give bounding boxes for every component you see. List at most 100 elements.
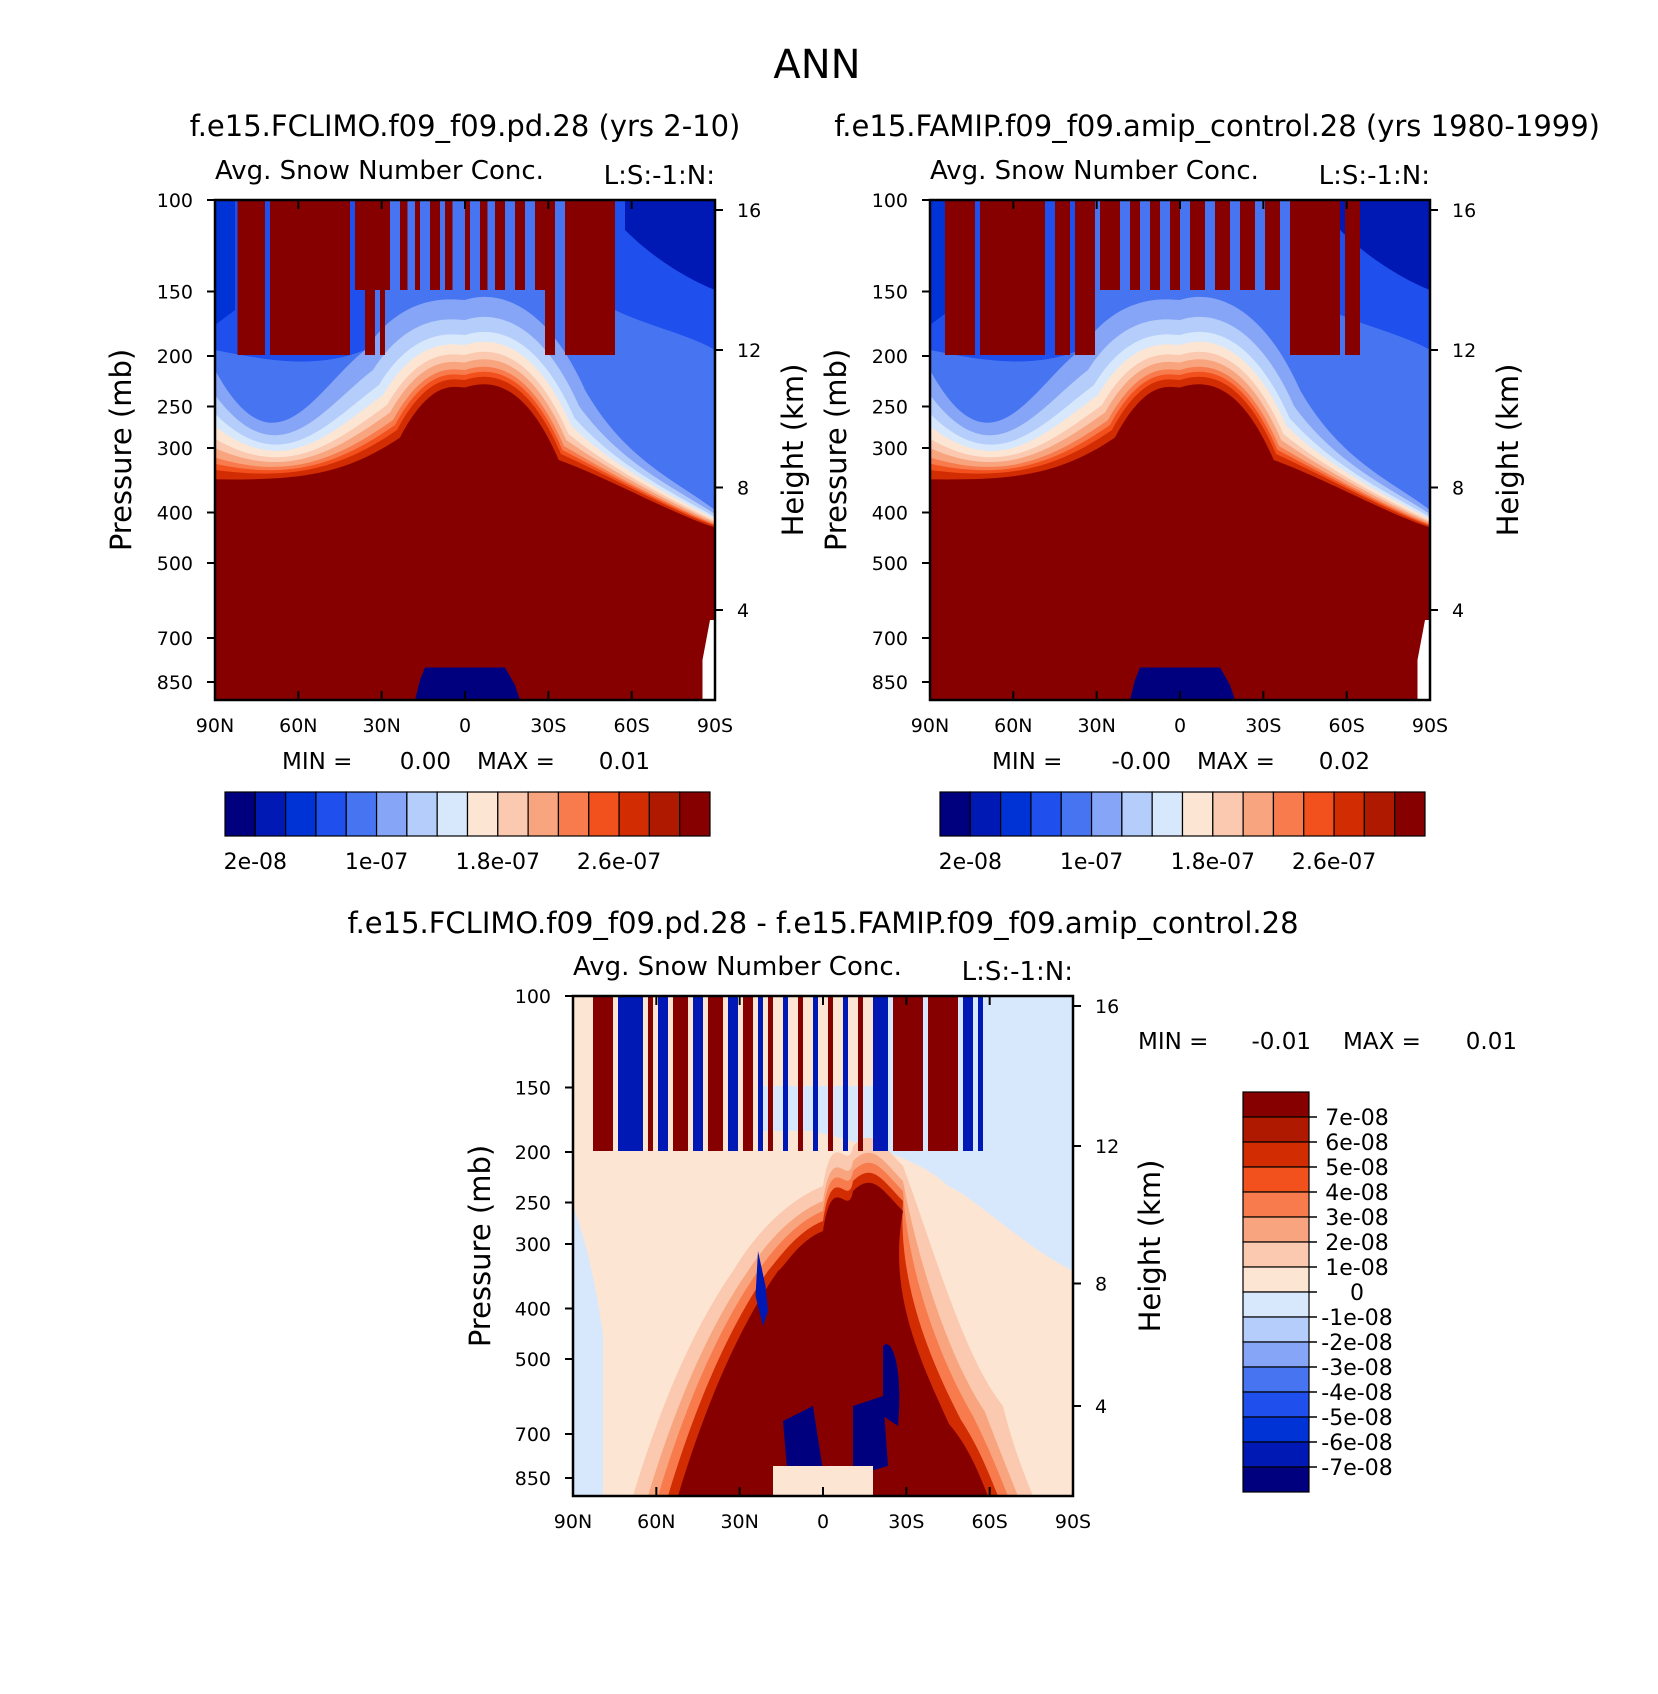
- panel-a-max-value: 0.01: [599, 749, 650, 775]
- strip-high: [1345, 200, 1360, 355]
- colorbar-swatch: [1242, 1216, 1310, 1243]
- strip-high: [1075, 200, 1095, 355]
- strip-high: [535, 200, 545, 290]
- colorbar-swatch: [1242, 1316, 1310, 1343]
- colorbar-label: 1e-07: [1060, 850, 1123, 875]
- y-tick-label: 850: [515, 1468, 551, 1490]
- colorbar-swatch: [588, 791, 620, 837]
- panel-c-title: f.e15.FCLIMO.f09_f09.pd.28 - f.e15.FAMIP…: [347, 906, 1298, 940]
- panel-b-max-label: MAX =: [1197, 749, 1275, 775]
- colorbar-swatch: [648, 791, 681, 837]
- strip-high: [237, 200, 265, 355]
- colorbar-swatch: [1303, 791, 1335, 837]
- panel-a-min-label: MIN =: [282, 749, 352, 775]
- strip-high: [758, 996, 763, 1151]
- colorbar-swatch: [1363, 791, 1396, 837]
- x-tick-label: 90S: [1055, 1511, 1091, 1533]
- colorbar-label: -2e-08: [1321, 1331, 1392, 1356]
- y-tick-label: 300: [157, 438, 193, 460]
- strip-high: [843, 996, 848, 1151]
- strip-high: [1150, 200, 1160, 290]
- colorbar-swatch: [315, 791, 347, 837]
- colorbar-swatch: [254, 791, 287, 837]
- y-right-tick-label: 8: [1095, 1274, 1107, 1296]
- strip-high: [1100, 200, 1120, 290]
- colorbar-swatch: [436, 791, 469, 837]
- panel-a: f.e15.FCLIMO.f09_f09.pd.28 (yrs 2-10) Av…: [104, 109, 810, 875]
- panel-c-ylabel-right: Height (km): [1133, 1160, 1167, 1333]
- colorbar-label: 4e-08: [1325, 1181, 1388, 1206]
- panel-c-max-label: MAX =: [1343, 1029, 1421, 1055]
- panel-b-ylabel: Pressure (mb): [819, 349, 853, 551]
- band-top-sh: [625, 200, 715, 290]
- colorbar-swatch: [1242, 1391, 1310, 1418]
- strip-high: [545, 200, 555, 355]
- panel-a-ylabel: Pressure (mb): [104, 349, 138, 551]
- y-right-tick-label: 16: [1095, 996, 1119, 1018]
- y-tick-label: 400: [872, 503, 908, 525]
- y-right-tick-label: 16: [1452, 200, 1476, 222]
- panel-c-min-value: -0.01: [1251, 1029, 1311, 1055]
- panel-c-ylabel: Pressure (mb): [463, 1145, 497, 1347]
- strip-high: [495, 200, 505, 290]
- colorbar-swatch: [1242, 1191, 1310, 1218]
- colorbar-swatch: [527, 791, 560, 837]
- panel-a-max-label: MAX =: [477, 749, 555, 775]
- y-tick-label: 850: [157, 672, 193, 694]
- y-tick-label: 500: [872, 553, 908, 575]
- x-tick-label: 30S: [530, 715, 566, 737]
- strip-high: [873, 996, 888, 1151]
- strip-high: [1130, 200, 1140, 290]
- strip-high: [400, 200, 408, 290]
- negative-blob: [883, 1344, 900, 1426]
- colorbar-label: -5e-08: [1321, 1406, 1392, 1431]
- colorbar-swatch: [1181, 791, 1214, 837]
- panel-c-min-label: MIN =: [1138, 1029, 1208, 1055]
- colorbar-swatch: [285, 791, 317, 837]
- band-top-sh: [1340, 200, 1430, 290]
- colorbar-label: 7e-08: [1325, 1106, 1388, 1131]
- colorbar-swatch: [969, 791, 1002, 837]
- panel-a-subtitle: Avg. Snow Number Conc.: [215, 156, 544, 186]
- band-top-nh: [215, 200, 235, 325]
- colorbar-swatch: [1394, 791, 1426, 837]
- strip-high: [593, 996, 613, 1151]
- x-tick-label: 90S: [697, 715, 733, 737]
- y-right-tick-label: 16: [737, 200, 761, 222]
- colorbar-label: -7e-08: [1321, 1456, 1392, 1481]
- strip-high: [673, 996, 688, 1151]
- strip-high: [648, 996, 653, 1151]
- panel-a-ylabel-right: Height (km): [776, 364, 810, 537]
- strip-high: [480, 200, 488, 290]
- y-tick-label: 250: [872, 397, 908, 419]
- y-tick-label: 150: [157, 282, 193, 304]
- x-tick-label: 30N: [720, 1511, 758, 1533]
- x-tick-label: 90S: [1412, 715, 1448, 737]
- strip-high: [1240, 200, 1255, 290]
- negative-blob: [783, 1406, 823, 1481]
- y-tick-label: 250: [515, 1193, 551, 1215]
- page-title: ANN: [773, 42, 860, 88]
- panel-b-ylabel-right: Height (km): [1491, 364, 1525, 537]
- colorbar-swatch: [1030, 791, 1062, 837]
- panel-c-subtitle: Avg. Snow Number Conc.: [573, 952, 902, 982]
- strip-high: [1190, 200, 1205, 290]
- x-tick-label: 0: [817, 1511, 829, 1533]
- panel-a-axes: 90N 60N 30N 0 30S 60S 90S 100 150 200 250 300 400 500…: [157, 190, 761, 737]
- strip-high: [445, 200, 453, 290]
- strip-high: [1290, 200, 1340, 355]
- y-right-tick-label: 4: [1095, 1396, 1107, 1418]
- band-negative-upper: [1013, 996, 1073, 1146]
- y-tick-label: 850: [872, 672, 908, 694]
- y-tick-label: 700: [872, 628, 908, 650]
- y-right-tick-label: 8: [737, 478, 749, 500]
- strip-high: [693, 996, 703, 1151]
- y-tick-label: 150: [872, 282, 908, 304]
- colorbar-label: 1.8e-07: [1171, 850, 1255, 875]
- missing-region: [702, 620, 715, 700]
- colorbar-label: 2.6e-07: [577, 850, 661, 875]
- strip-high: [828, 996, 833, 1151]
- panel-a-title: f.e15.FCLIMO.f09_f09.pd.28 (yrs 2-10): [190, 109, 741, 143]
- strip-high: [708, 996, 723, 1151]
- panel-c-colorbar: 7e-086e-085e-084e-083e-082e-081e-080-1e-…: [1242, 1091, 1393, 1493]
